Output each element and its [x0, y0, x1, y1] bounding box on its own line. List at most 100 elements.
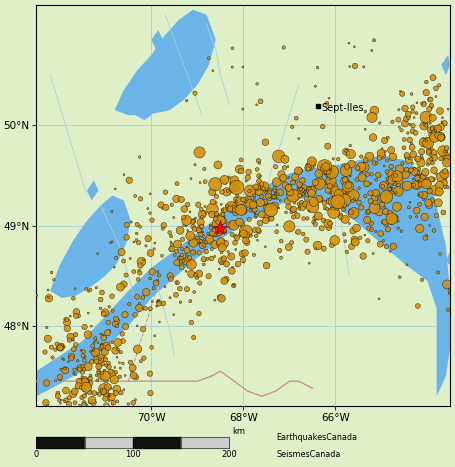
Point — [284, 163, 292, 170]
Point — [303, 195, 310, 203]
Point — [86, 375, 94, 382]
Point — [297, 185, 304, 193]
Point — [437, 155, 445, 163]
Point — [375, 172, 382, 179]
Point — [244, 196, 252, 204]
Point — [393, 203, 400, 211]
Point — [101, 368, 108, 375]
Point — [371, 205, 378, 212]
Point — [430, 227, 438, 234]
Point — [148, 298, 156, 305]
Point — [206, 209, 213, 216]
Point — [437, 133, 444, 140]
Point — [225, 174, 233, 181]
Point — [314, 64, 321, 71]
Point — [442, 148, 449, 156]
Point — [131, 311, 139, 318]
Point — [420, 100, 427, 108]
Point — [347, 153, 354, 160]
Point — [187, 232, 194, 240]
Point — [415, 191, 423, 199]
Point — [304, 164, 312, 171]
Point — [434, 131, 441, 139]
Point — [440, 209, 447, 216]
Point — [351, 196, 358, 203]
Point — [435, 199, 442, 206]
Point — [380, 182, 387, 190]
Point — [99, 390, 106, 397]
Point — [68, 353, 75, 360]
Point — [309, 203, 316, 210]
Point — [325, 224, 333, 232]
Point — [296, 167, 303, 174]
Point — [233, 191, 241, 199]
Point — [137, 358, 145, 365]
Point — [250, 201, 257, 209]
Point — [218, 248, 225, 256]
Point — [87, 389, 94, 396]
Point — [216, 265, 223, 273]
Point — [241, 207, 248, 214]
Point — [247, 187, 254, 194]
Point — [408, 90, 415, 98]
Point — [301, 200, 308, 208]
Point — [426, 105, 433, 113]
Point — [81, 357, 88, 364]
Point — [107, 385, 115, 392]
Point — [179, 235, 186, 243]
Point — [372, 199, 379, 206]
Point — [202, 178, 209, 185]
Point — [205, 272, 212, 280]
Point — [213, 212, 220, 219]
Point — [250, 203, 257, 211]
Point — [112, 254, 120, 262]
Point — [208, 211, 216, 218]
Point — [81, 386, 88, 394]
Point — [237, 231, 244, 238]
Point — [90, 347, 97, 354]
Point — [443, 159, 450, 167]
Point — [344, 183, 352, 190]
Point — [422, 113, 430, 121]
Point — [433, 170, 440, 177]
Point — [76, 375, 84, 383]
Point — [92, 349, 99, 356]
Point — [231, 177, 238, 184]
Point — [425, 201, 433, 209]
Point — [236, 165, 243, 173]
Point — [221, 227, 228, 235]
Point — [350, 209, 357, 217]
Point — [410, 114, 418, 121]
Point — [364, 237, 372, 245]
Point — [379, 219, 386, 226]
Point — [232, 196, 239, 203]
Point — [96, 390, 103, 398]
Text: EarthquakesCanada: EarthquakesCanada — [277, 433, 358, 442]
Point — [155, 272, 162, 279]
Polygon shape — [167, 20, 195, 95]
Point — [81, 366, 88, 373]
Point — [168, 201, 176, 209]
Point — [275, 204, 283, 212]
Point — [446, 287, 454, 294]
Point — [322, 163, 329, 170]
Point — [414, 174, 421, 182]
Point — [304, 187, 312, 195]
Point — [229, 44, 236, 52]
Point — [78, 373, 86, 380]
Point — [290, 197, 298, 204]
Text: 0: 0 — [34, 450, 39, 459]
Point — [132, 374, 139, 381]
Point — [126, 300, 133, 308]
Point — [208, 230, 216, 237]
Point — [147, 209, 154, 217]
Point — [285, 243, 293, 251]
Point — [420, 140, 427, 148]
Point — [107, 239, 114, 247]
Point — [109, 238, 116, 246]
Point — [263, 202, 271, 209]
Point — [426, 157, 433, 165]
Point — [106, 393, 113, 400]
Point — [175, 254, 182, 261]
Point — [109, 400, 116, 408]
